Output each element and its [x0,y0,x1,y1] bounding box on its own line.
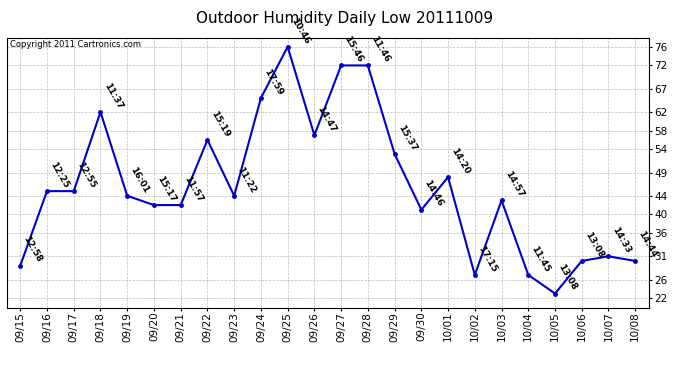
Text: 12:55: 12:55 [75,160,97,190]
Text: 15:46: 15:46 [342,34,365,64]
Text: 17:15: 17:15 [476,244,498,273]
Text: 12:25: 12:25 [48,160,70,190]
Text: 14:44: 14:44 [637,230,659,260]
Text: 15:37: 15:37 [396,123,418,153]
Text: 11:45: 11:45 [530,244,552,273]
Text: 11:57: 11:57 [182,174,204,204]
Text: 16:01: 16:01 [128,165,150,194]
Text: 14:20: 14:20 [449,147,471,176]
Text: 14:46: 14:46 [423,179,445,209]
Text: 17:59: 17:59 [262,67,284,97]
Text: 10:46: 10:46 [289,16,311,45]
Text: 13:08: 13:08 [556,263,578,292]
Text: 11:22: 11:22 [235,165,257,194]
Text: 13:08: 13:08 [583,230,605,260]
Text: 12:58: 12:58 [21,235,43,264]
Text: 14:33: 14:33 [610,225,632,255]
Text: 15:17: 15:17 [155,174,177,204]
Text: 11:37: 11:37 [102,81,124,111]
Text: 14:47: 14:47 [316,104,338,134]
Text: 11:46: 11:46 [369,34,391,64]
Text: Outdoor Humidity Daily Low 20111009: Outdoor Humidity Daily Low 20111009 [197,11,493,26]
Text: 14:57: 14:57 [503,170,525,199]
Text: 15:19: 15:19 [209,109,231,138]
Text: Copyright 2011 Cartronics.com: Copyright 2011 Cartronics.com [10,40,141,49]
